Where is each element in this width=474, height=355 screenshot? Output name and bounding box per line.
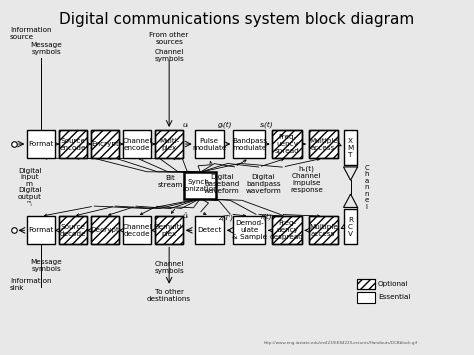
Text: z(Tⁱ): z(Tⁱ) (218, 213, 233, 221)
Text: Channel
encode: Channel encode (122, 137, 152, 151)
Bar (309, 130, 338, 158)
Text: Encrypt: Encrypt (91, 141, 119, 147)
Text: Digital
input
mᵢ: Digital input mᵢ (18, 168, 41, 187)
Text: Multi-
plex: Multi- plex (159, 137, 179, 151)
Bar (27, 216, 55, 245)
Bar (59, 216, 87, 245)
Text: Message
symbols: Message symbols (30, 43, 62, 55)
Bar (91, 216, 118, 245)
Text: Detect: Detect (197, 227, 221, 233)
Text: Information
source: Information source (10, 27, 51, 40)
Bar (155, 216, 183, 245)
Bar (357, 279, 375, 289)
Text: X
M
T: X M T (347, 137, 354, 158)
Text: Demod-
ulate
& Sample: Demod- ulate & Sample (232, 220, 267, 240)
Text: Freq-
uency
spread: Freq- uency spread (274, 134, 299, 154)
Text: C
h
a
n
n
e
l: C h a n n e l (364, 164, 369, 209)
Bar (155, 130, 183, 158)
Text: Bit
stream: Bit stream (157, 175, 183, 187)
Bar (273, 216, 301, 245)
Text: Optional: Optional (378, 281, 408, 287)
Text: Format: Format (28, 141, 54, 147)
Text: Freq-
uency
despread: Freq- uency despread (270, 220, 304, 240)
Bar (27, 130, 55, 158)
Bar (233, 216, 265, 245)
Bar (155, 130, 183, 158)
Bar (309, 130, 338, 158)
Bar (357, 279, 375, 289)
Bar (91, 216, 118, 245)
Text: Channel
symbols: Channel symbols (154, 49, 184, 62)
Bar (309, 216, 338, 245)
Text: Decrypt: Decrypt (91, 227, 119, 233)
Text: Demulti-
plex: Demulti- plex (154, 224, 185, 237)
Text: Digital
output
ᵐᵢ: Digital output ᵐᵢ (18, 187, 42, 207)
Bar (155, 216, 183, 245)
Text: Digital
baseband
waveform: Digital baseband waveform (204, 174, 240, 194)
Bar (91, 130, 118, 158)
Bar (184, 172, 216, 199)
Bar (155, 216, 183, 245)
Text: Information
sink: Information sink (10, 278, 51, 291)
Bar (195, 216, 224, 245)
Bar (155, 130, 183, 158)
Bar (123, 216, 151, 245)
Bar (91, 216, 118, 245)
Bar (309, 216, 338, 245)
Bar (309, 130, 338, 158)
Bar (309, 216, 338, 245)
Text: Multiple
access: Multiple access (309, 137, 337, 151)
Text: uᵢ: uᵢ (182, 122, 188, 128)
Text: Message
symbols: Message symbols (30, 259, 62, 272)
Bar (59, 130, 87, 158)
Bar (59, 130, 87, 158)
Bar (345, 130, 357, 165)
Bar (59, 216, 87, 245)
Text: Digital communications system block diagram: Digital communications system block diag… (59, 12, 415, 27)
Bar (59, 216, 87, 245)
Text: Essential: Essential (378, 294, 410, 300)
Text: Channel
symbols: Channel symbols (154, 261, 184, 274)
Text: Pulse
modulate: Pulse modulate (192, 137, 227, 151)
Text: R
C
V: R C V (348, 217, 353, 237)
Text: Source
encode: Source encode (60, 137, 86, 151)
Text: Multiple
access: Multiple access (309, 224, 337, 237)
Bar (195, 130, 224, 158)
Text: Source
decode: Source decode (60, 224, 86, 237)
Bar (273, 130, 301, 158)
Bar (91, 130, 118, 158)
Text: http://www.eng.iastate.edu/ee423/EE8422/Lectures/Handouts/DCBblock.gif: http://www.eng.iastate.edu/ee423/EE8422/… (264, 341, 418, 345)
Text: Format: Format (28, 227, 54, 233)
Text: Bandpass
modulate: Bandpass modulate (232, 137, 267, 151)
Bar (273, 216, 301, 245)
Bar (357, 292, 375, 302)
Bar (273, 130, 301, 158)
Bar (233, 130, 265, 158)
Bar (345, 209, 357, 245)
Text: ûᵢ: ûᵢ (182, 213, 188, 219)
Bar (357, 279, 375, 289)
Text: Digital
bandpass
waveform: Digital bandpass waveform (246, 174, 281, 194)
Bar (273, 130, 301, 158)
Bar (123, 130, 151, 158)
Text: r(t): r(t) (261, 213, 273, 220)
Bar (91, 130, 118, 158)
Bar (59, 130, 87, 158)
Text: From other
sources: From other sources (149, 32, 189, 45)
Text: sᵢ(t): sᵢ(t) (260, 121, 273, 128)
Text: hₙ(t)
Channel
impulse
response: hₙ(t) Channel impulse response (290, 165, 323, 193)
Text: Channel
decode: Channel decode (122, 224, 152, 237)
Text: gᵢ(t): gᵢ(t) (218, 121, 232, 128)
Text: Synch-
ronization: Synch- ronization (182, 179, 218, 192)
Text: To other
destinations: To other destinations (147, 289, 191, 302)
Bar (273, 216, 301, 245)
